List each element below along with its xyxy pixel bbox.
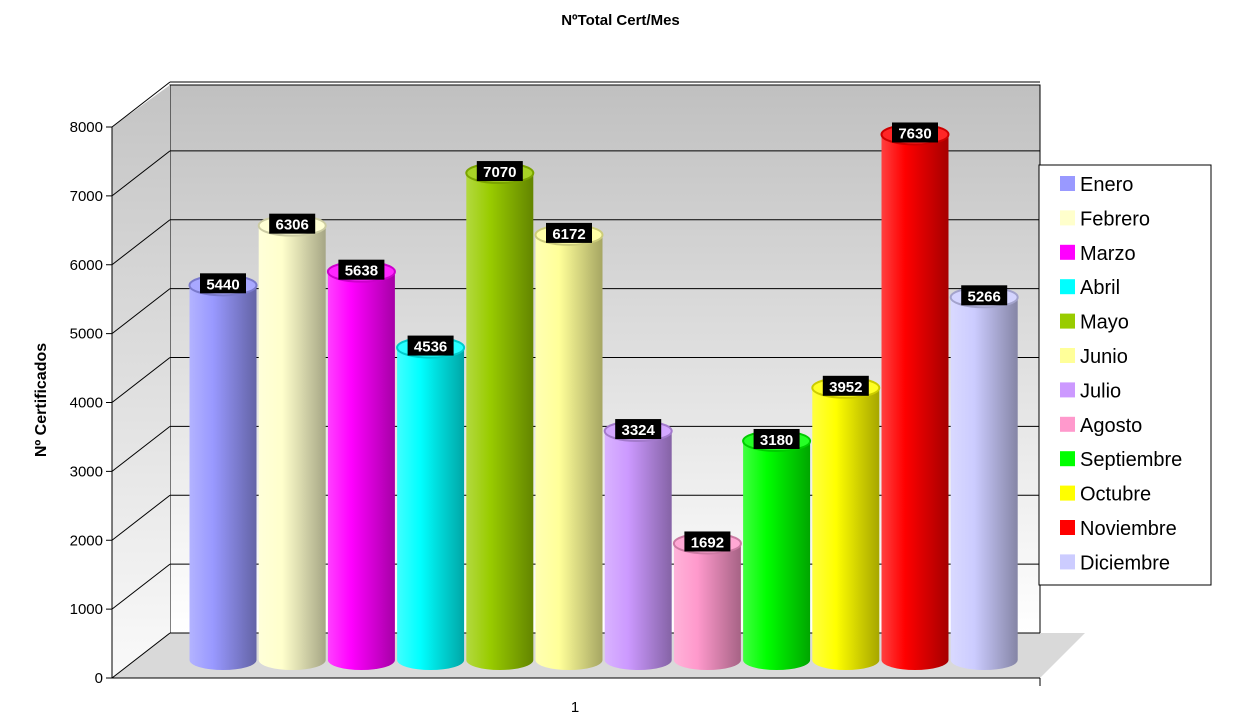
legend-swatch (1060, 485, 1075, 501)
data-label-box (407, 335, 454, 356)
legend-box (1038, 164, 1212, 586)
data-label: 6172 (552, 226, 585, 243)
legend-label: Enero (1080, 174, 1133, 196)
y-tick-label: 8000 (70, 119, 103, 136)
y-tick-label: 7000 (70, 188, 103, 205)
legend: Enero Febrero Marzo Abril Mayo Junio Julio Agos… (1038, 164, 1212, 586)
legend-label: Febrero (1080, 208, 1150, 230)
data-label: 6306 (276, 217, 309, 234)
bar-julio: 3324 (603, 419, 673, 670)
side-wall (112, 85, 170, 678)
gridline-side (111, 494, 171, 541)
y-tick-label: 6000 (70, 257, 103, 274)
bar-body (812, 387, 880, 670)
data-label-box (753, 428, 800, 449)
data-label-box (684, 531, 731, 552)
y-tick-label: 1000 (70, 601, 103, 618)
bar-body (466, 173, 534, 670)
y-tick-label: 2000 (70, 532, 103, 549)
legend-label: Septiembre (1080, 449, 1182, 471)
bar-body (673, 543, 741, 670)
data-label: 3324 (622, 422, 656, 439)
gridline-side (111, 150, 171, 197)
legend-label: Junio (1080, 346, 1128, 368)
y-tick-label: 0 (95, 670, 103, 687)
data-label-box (546, 222, 592, 243)
data-label: 5266 (968, 288, 1001, 305)
bar-marzo: 5638 (326, 259, 396, 670)
bar-body (881, 134, 949, 670)
data-label-box (892, 122, 938, 143)
gridline-side (111, 632, 171, 679)
data-label-box (615, 419, 662, 440)
bar-body (397, 347, 465, 670)
bar-diciembre: 5266 (949, 285, 1019, 670)
legend-swatch (1060, 451, 1075, 467)
gridline-side (111, 81, 171, 128)
data-label-box (338, 259, 385, 280)
bar-septiembre: 3180 (742, 428, 812, 670)
legend-swatch (1060, 416, 1075, 432)
bar-body (258, 225, 326, 670)
data-label: 5638 (345, 263, 378, 280)
bar-junio: 6172 (534, 222, 604, 670)
data-label-box (200, 273, 246, 294)
bar-body (604, 431, 672, 670)
gridline-side (111, 219, 171, 266)
data-label: 7070 (483, 164, 516, 181)
chart-title: NºTotal Cert/Mes (561, 12, 680, 29)
bar-octubre: 3952 (811, 375, 881, 670)
data-label-box (476, 161, 523, 182)
y-tick-label: 5000 (70, 326, 103, 343)
legend-swatch (1060, 210, 1075, 226)
data-label: 7630 (898, 125, 931, 142)
legend-swatch (1060, 313, 1075, 329)
bar-febrero: 6306 (257, 213, 327, 670)
data-label: 5440 (206, 276, 239, 293)
legend-swatch (1060, 244, 1075, 260)
bar-abril: 4536 (396, 335, 466, 670)
legend-label: Julio (1080, 380, 1121, 402)
data-label: 3952 (829, 379, 862, 396)
data-label: 1692 (691, 534, 724, 551)
legend-swatch (1060, 554, 1075, 570)
bar-body (743, 440, 811, 670)
legend-label: Noviembre (1080, 518, 1177, 540)
bar-noviembre: 7630 (880, 122, 950, 670)
gridline-side (111, 357, 171, 403)
x-tick-label: 1 (571, 699, 579, 716)
gridline-side (111, 563, 171, 610)
y-tick-label: 4000 (70, 395, 103, 412)
bar-enero: 5440 (188, 273, 258, 670)
legend-label: Marzo (1080, 243, 1136, 265)
legend-swatch (1060, 279, 1075, 295)
legend-swatch (1060, 348, 1075, 363)
data-label: 3180 (760, 432, 793, 449)
data-label-box (822, 375, 869, 396)
legend-label: Octubre (1080, 484, 1151, 506)
data-label-box (961, 285, 1008, 306)
gridline-side (111, 288, 171, 335)
bar-body (535, 234, 603, 670)
legend-label: Abril (1080, 277, 1120, 299)
bar-agosto: 1692 (672, 531, 742, 670)
y-tick-label: 3000 (70, 463, 103, 480)
y-axis-title: Nº Certificados (33, 343, 50, 457)
bar-mayo: 7070 (465, 161, 535, 670)
bar-body (189, 285, 257, 670)
legend-label: Mayo (1080, 312, 1129, 334)
legend-swatch (1060, 176, 1075, 191)
gridline-side (111, 425, 171, 472)
legend-swatch (1060, 382, 1075, 398)
legend-label: Diciembre (1080, 552, 1170, 574)
legend-swatch (1060, 520, 1075, 535)
bar-body (327, 271, 395, 670)
bar-body (950, 297, 1018, 670)
legend-label: Agosto (1080, 415, 1142, 437)
data-label: 4536 (414, 339, 447, 356)
data-label-box (269, 213, 316, 234)
